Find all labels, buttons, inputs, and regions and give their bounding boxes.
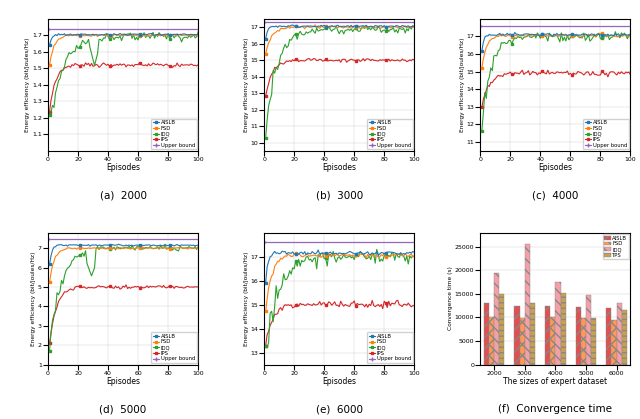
Title: (c)  4000: (c) 4000	[532, 190, 579, 200]
Bar	[520, 318, 525, 365]
Bar	[586, 295, 591, 365]
Bar	[606, 308, 611, 365]
Bar	[622, 310, 627, 365]
Bar	[616, 303, 622, 365]
Legend: AISLB, FSD, IDQ, TPS: AISLB, FSD, IDQ, TPS	[603, 234, 629, 259]
Y-axis label: Energy efficiency (bit/Joules/Hz): Energy efficiency (bit/Joules/Hz)	[31, 251, 36, 346]
X-axis label: Episodes: Episodes	[538, 163, 572, 173]
Legend: AISLB, FSD, IDQ, IPS, Upper bound: AISLB, FSD, IDQ, IPS, Upper bound	[367, 119, 413, 149]
X-axis label: Episodes: Episodes	[106, 377, 140, 386]
Y-axis label: Energy efficiency (bit/Joules/Hz): Energy efficiency (bit/Joules/Hz)	[26, 38, 31, 132]
Bar	[525, 244, 530, 365]
Bar	[591, 318, 596, 365]
X-axis label: Episodes: Episodes	[322, 163, 356, 173]
X-axis label: Episodes: Episodes	[106, 163, 140, 173]
Bar	[489, 318, 494, 365]
Title: (b)  3000: (b) 3000	[316, 190, 363, 200]
Bar	[556, 282, 561, 365]
X-axis label: Episodes: Episodes	[322, 377, 356, 386]
Y-axis label: Energy efficiency (bit/Joules/Hz): Energy efficiency (bit/Joules/Hz)	[460, 38, 465, 132]
X-axis label: The sizes of expert dataset: The sizes of expert dataset	[503, 377, 607, 386]
Bar	[515, 305, 520, 365]
Legend: AISLB, FSD, IDQ, IPS, Upper bound: AISLB, FSD, IDQ, IPS, Upper bound	[151, 332, 196, 363]
Bar	[530, 303, 535, 365]
Bar	[545, 305, 550, 365]
Bar	[550, 318, 556, 365]
Y-axis label: Energy efficiency (bit/Joules/Hz): Energy efficiency (bit/Joules/Hz)	[244, 38, 248, 132]
Legend: AISLB, FSD, IDQ, IPS, Upper bound: AISLB, FSD, IDQ, IPS, Upper bound	[151, 119, 196, 149]
Y-axis label: Convergence time (s): Convergence time (s)	[448, 266, 453, 331]
Title: (a)  2000: (a) 2000	[100, 190, 147, 200]
Bar	[575, 307, 580, 365]
Bar	[580, 318, 586, 365]
Bar	[484, 303, 489, 365]
Title: (e)  6000: (e) 6000	[316, 404, 363, 414]
Legend: AISLB, FSD, IDQ, IPS, Upper bound: AISLB, FSD, IDQ, IPS, Upper bound	[583, 119, 629, 149]
Bar	[561, 293, 566, 365]
Legend: AISLB, FSD, IDQ, IPS, Upper bound: AISLB, FSD, IDQ, IPS, Upper bound	[367, 332, 413, 363]
Title: (d)  5000: (d) 5000	[99, 404, 147, 414]
Y-axis label: Energy efficiency (bit/Joules/Hz): Energy efficiency (bit/Joules/Hz)	[244, 251, 248, 346]
Bar	[611, 320, 616, 365]
Bar	[499, 294, 504, 365]
Bar	[494, 273, 499, 365]
Title: (f)  Convergence time: (f) Convergence time	[499, 404, 612, 414]
